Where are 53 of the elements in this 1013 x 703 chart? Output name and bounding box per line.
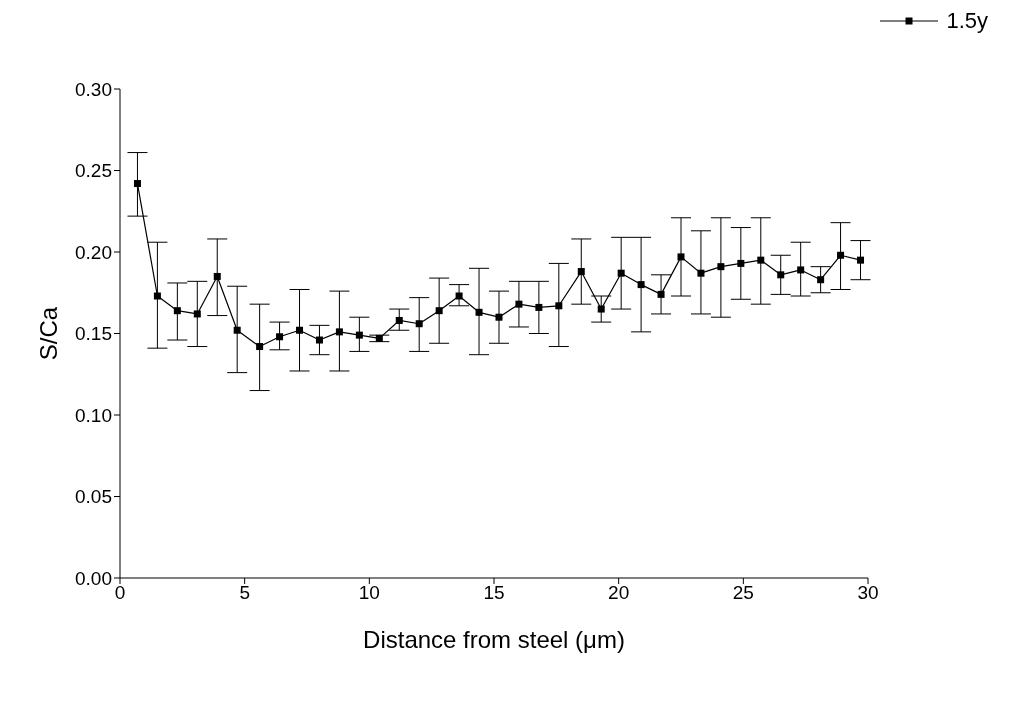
point [577, 268, 585, 276]
point [657, 290, 665, 298]
point [677, 253, 685, 261]
point [395, 316, 403, 324]
point [455, 292, 463, 300]
point [817, 276, 825, 284]
x-tick-label: 30 [857, 582, 879, 604]
y-axis-title: S/Ca [34, 306, 62, 361]
point [355, 331, 363, 339]
point [296, 326, 304, 334]
point [256, 343, 264, 351]
point [276, 333, 284, 341]
point [315, 336, 323, 344]
legend-label: 1.5y [946, 8, 988, 34]
point [617, 269, 625, 277]
point [697, 269, 705, 277]
point [515, 300, 523, 308]
y-tick-label: 0.20 [75, 241, 112, 263]
point [335, 328, 343, 336]
x-tick-label: 25 [732, 582, 754, 604]
y-tick-label: 0.00 [75, 567, 112, 589]
point [475, 308, 483, 316]
point [535, 303, 543, 311]
x-tick-label: 5 [239, 582, 250, 604]
point [597, 305, 605, 313]
point [797, 266, 805, 274]
point [837, 251, 845, 259]
point [435, 307, 443, 315]
point [495, 313, 503, 321]
y-tick-label: 0.15 [75, 323, 112, 345]
point [233, 326, 241, 334]
point [415, 320, 423, 328]
y-tick-label: 0.05 [75, 486, 112, 508]
point [173, 307, 181, 315]
point [555, 302, 563, 310]
point [757, 256, 765, 264]
x-tick-label: 20 [608, 582, 630, 604]
x-axis-title: Distance from steel (μm) [363, 626, 625, 653]
x-tick-label: 15 [483, 582, 505, 604]
point [153, 292, 161, 300]
point [737, 259, 745, 267]
x-tick-label: 0 [114, 582, 126, 604]
y-tick-label: 0.25 [75, 160, 112, 182]
point [717, 263, 725, 271]
point [857, 256, 865, 264]
point [133, 180, 141, 188]
point [213, 272, 221, 280]
y-tick-label: 0.30 [75, 78, 112, 100]
point [637, 281, 645, 289]
point [777, 271, 785, 279]
x-tick-label: 10 [358, 582, 380, 604]
point [193, 310, 201, 318]
y-tick-label: 0.10 [75, 404, 112, 426]
